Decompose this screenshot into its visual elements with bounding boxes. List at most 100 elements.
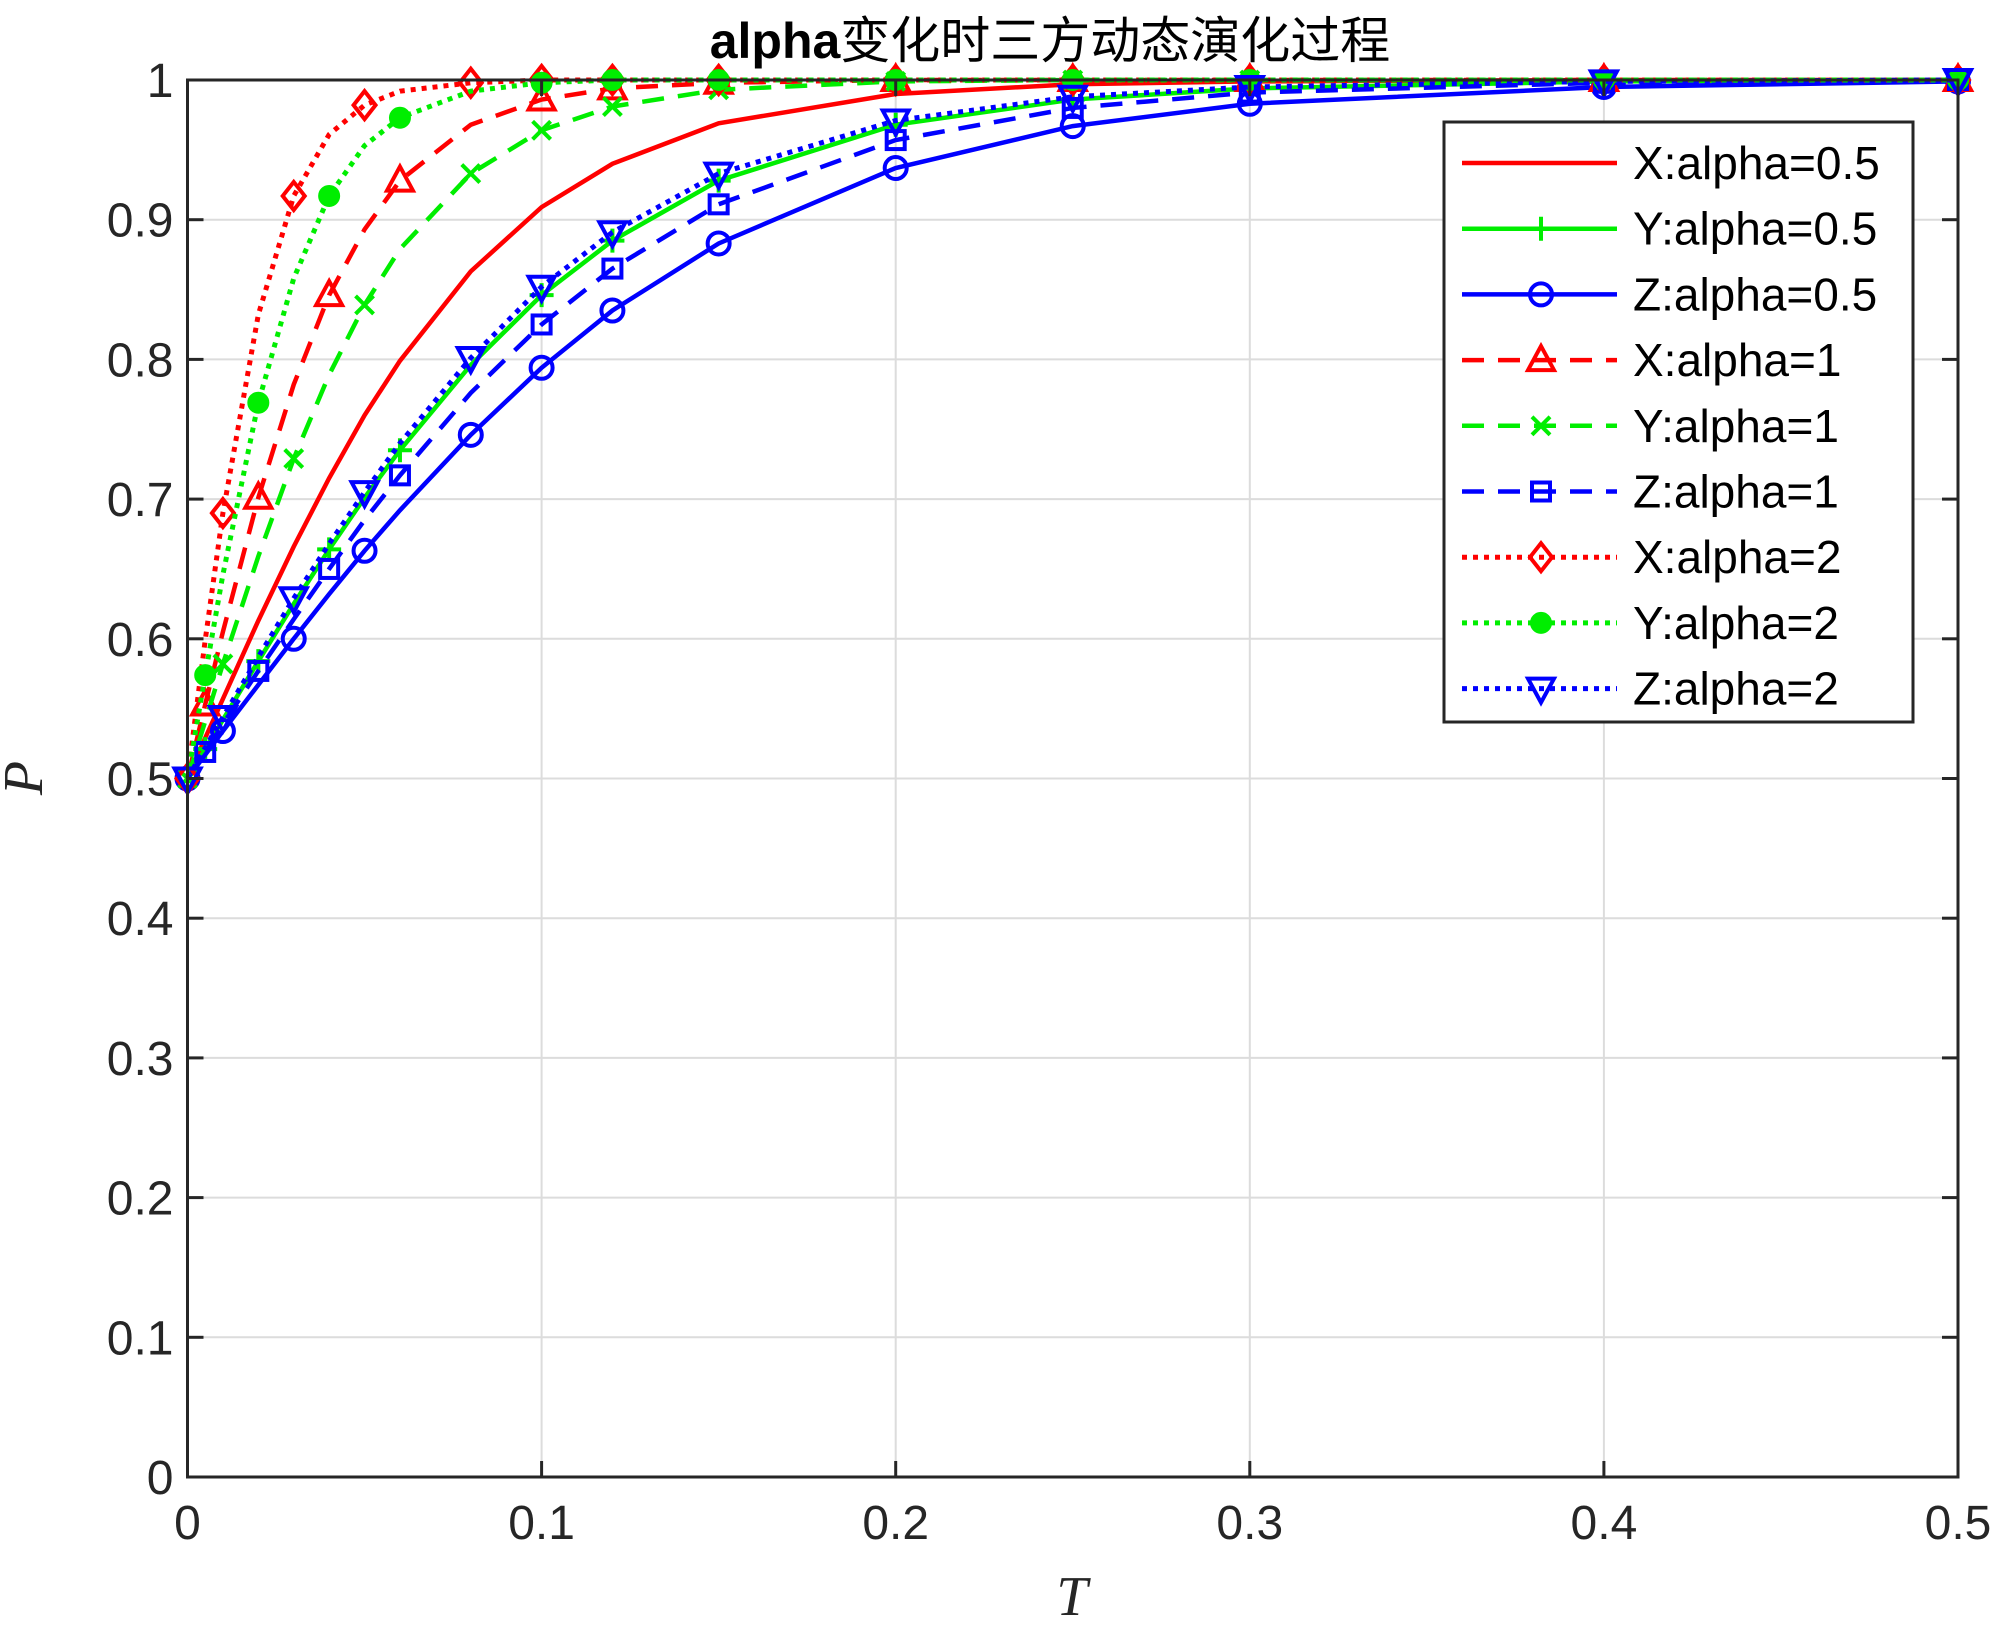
data-point-marker [277, 586, 311, 617]
data-point-marker [1941, 68, 1975, 99]
data-point-marker [1530, 415, 1552, 437]
legend: X:alpha=0.5 Y:alpha=0.5 Z:alpha=0.5 X:alpha… [1442, 120, 1915, 724]
data-point-marker [280, 625, 307, 652]
data-point-marker [1056, 84, 1090, 115]
y-tick-label: 1 [147, 55, 174, 108]
data-point-marker [212, 653, 234, 675]
series-line [185, 77, 1958, 780]
axis-ticks: 0 0.1 0.2 0.3 0.4 0.5 0 0.1 0.2 0.3 0.4 0.5 0.6 0.7 0.… [107, 55, 1992, 1550]
series-line [185, 77, 1958, 780]
series-x-alpha-0-5 [185, 77, 1958, 780]
data-point-marker [388, 106, 411, 129]
y-tick-label: 0.9 [107, 195, 174, 248]
x-tick-label: 0.3 [1216, 1497, 1283, 1550]
legend-label: X:alpha=0.5 [1633, 137, 1880, 189]
legend-item[interactable]: X:alpha=2 [1462, 531, 1841, 583]
legend-item[interactable]: Y:alpha=0.5 [1462, 203, 1877, 255]
data-point-marker [318, 557, 341, 580]
y-tick-label: 0.5 [107, 754, 174, 807]
data-point-marker [318, 184, 341, 207]
data-point-marker [348, 480, 381, 511]
data-point-marker [388, 464, 411, 487]
data-point-marker [209, 495, 237, 531]
data-point-marker [1233, 74, 1267, 106]
chart-title: alpha变化时三方动态演化过程 [710, 13, 1391, 69]
x-tick-label: 0.2 [862, 1497, 929, 1550]
y-tick-label: 0.1 [107, 1312, 174, 1365]
data-point-marker [1530, 611, 1552, 634]
title-rest: 变化时三方动态演化过程 [840, 13, 1390, 69]
x-tick-label: 0.4 [1571, 1497, 1638, 1550]
data-point-marker [351, 87, 379, 123]
data-point-marker [457, 65, 485, 101]
legend-box [1442, 120, 1915, 724]
data-point-marker [247, 391, 270, 414]
data-point-marker [460, 163, 482, 185]
data-point-marker [525, 81, 558, 112]
data-point-marker [351, 537, 378, 564]
grid-lines [186, 79, 1959, 1478]
data-point-marker [601, 257, 624, 280]
data-point-marker [1524, 676, 1558, 707]
legend-item[interactable]: Z:alpha=1 [1462, 466, 1839, 518]
series-line [185, 77, 1958, 780]
data-point-marker [530, 313, 553, 336]
series-z-alpha-2 [171, 68, 1975, 797]
legend-item[interactable]: X:alpha=0.5 [1462, 137, 1880, 189]
y-tick-label: 0 [147, 1452, 174, 1505]
data-point-marker [705, 230, 732, 257]
y-tick-label: 0.3 [107, 1033, 174, 1086]
legend-label: Y:alpha=2 [1633, 597, 1839, 649]
data-point-marker [1529, 216, 1553, 241]
legend-label: X:alpha=2 [1633, 531, 1841, 583]
data-point-marker [702, 161, 736, 192]
data-point-marker [602, 96, 623, 117]
legend-label: Z:alpha=2 [1633, 663, 1839, 715]
data-point-marker [283, 448, 305, 470]
data-point-marker [206, 705, 240, 736]
series-line [185, 77, 1959, 780]
data-point-marker [280, 178, 308, 214]
data-point-marker [1528, 281, 1554, 308]
data-point-marker [879, 108, 913, 139]
data-point-marker [1587, 69, 1621, 100]
y-tick-label: 0.6 [107, 614, 174, 667]
x-tick-label: 0.1 [508, 1497, 575, 1550]
data-point-marker [528, 354, 555, 381]
data-point-marker [882, 155, 909, 182]
x-axis-label: T [1056, 1566, 1091, 1628]
data-point-marker [707, 193, 730, 216]
y-tick-label: 0.4 [107, 893, 174, 946]
data-point-marker [525, 274, 558, 305]
legend-label: Z:alpha=1 [1633, 466, 1839, 518]
legend-item[interactable]: Y:alpha=1 [1462, 400, 1839, 452]
title-bold: alpha [710, 13, 842, 69]
legend-item[interactable]: Y:alpha=2 [1462, 597, 1839, 649]
x-tick-label: 0.5 [1925, 1497, 1992, 1550]
y-tick-label: 0.7 [107, 474, 174, 527]
y-axis-label: P [0, 761, 55, 796]
y-tick-label: 0.8 [107, 334, 174, 387]
legend-item[interactable]: X:alpha=1 [1462, 334, 1841, 386]
data-point-marker [596, 220, 629, 251]
legend-item[interactable]: Z:alpha=0.5 [1462, 268, 1877, 320]
data-point-marker [354, 294, 375, 316]
data-point-marker [312, 276, 346, 308]
x-tick-label: 0 [174, 1497, 201, 1550]
data-point-marker [1530, 480, 1552, 503]
data-point-marker [531, 119, 553, 141]
data-point-marker [457, 421, 484, 448]
series-line [185, 79, 1959, 780]
legend-item[interactable]: Z:alpha=2 [1462, 663, 1839, 715]
data-point-marker [454, 346, 488, 377]
data-point-marker [194, 664, 217, 687]
legend-label: X:alpha=1 [1633, 334, 1841, 386]
legend-label: Y:alpha=1 [1633, 400, 1839, 452]
legend-label: Z:alpha=0.5 [1633, 268, 1877, 320]
data-point-marker [1524, 341, 1558, 373]
data-point-marker [383, 162, 417, 193]
data-point-marker [1061, 96, 1084, 119]
series-line [185, 77, 1959, 780]
data-point-marker [1527, 539, 1555, 575]
